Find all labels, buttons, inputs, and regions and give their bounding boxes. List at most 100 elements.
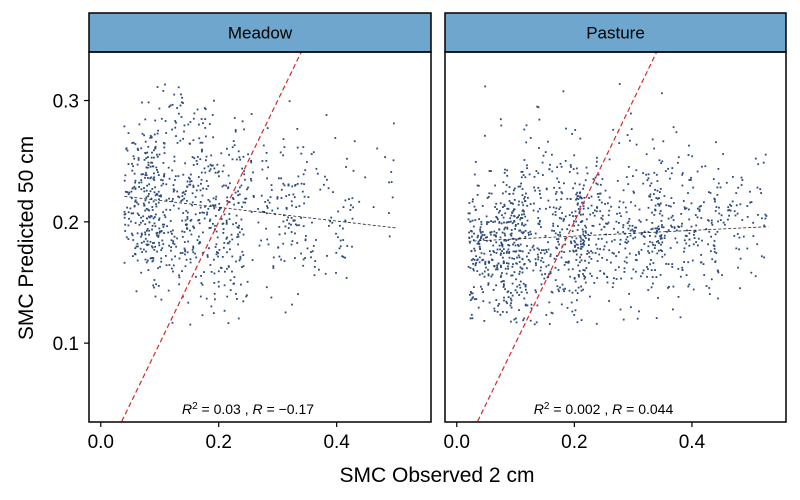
data-point [137,157,140,159]
data-point [484,263,487,266]
data-point [505,311,508,314]
data-point [599,248,601,250]
data-point [513,271,516,273]
data-point [148,215,150,218]
data-point [490,258,493,261]
data-point [305,235,307,237]
one-to-one-line [120,52,302,422]
data-point [294,223,297,226]
data-point [594,252,597,254]
data-point [672,126,675,129]
data-point [517,185,520,188]
data-point [500,124,503,127]
stats-label: R2 = 0.03 , R = −0.17 [182,401,314,418]
data-point [622,224,625,226]
data-point [147,269,150,271]
panel-strip [88,12,432,53]
data-point [144,152,147,155]
data-point [575,250,577,252]
data-point [764,217,767,220]
data-point [296,224,298,227]
data-point [661,160,664,163]
data-point [181,195,184,197]
data-point [579,236,582,238]
data-point [199,212,201,214]
data-point [168,197,170,200]
data-point [243,170,245,173]
data-point [502,216,505,219]
data-point [131,234,134,237]
data-point [606,259,608,261]
data-point [515,321,518,324]
data-point [558,290,560,293]
data-point [632,230,635,233]
data-point [167,289,170,292]
data-point [492,221,495,223]
data-point [738,236,741,239]
data-point [506,207,509,210]
data-point [490,275,493,278]
data-point [512,202,514,205]
data-point [506,250,508,253]
data-point [172,264,175,267]
data-point [556,285,559,288]
data-point [335,252,338,254]
data-point [498,228,501,231]
data-point [205,297,208,300]
data-point [227,174,230,177]
data-point [165,255,167,257]
data-point [635,254,637,256]
data-point [241,250,244,253]
data-point [555,238,558,241]
data-point [157,236,160,238]
data-point [566,261,569,264]
data-point [564,237,566,240]
data-point [474,209,477,211]
data-point [606,281,609,284]
panel-frame [444,51,787,423]
data-point [482,300,485,303]
data-point [517,245,520,247]
data-point [231,270,233,273]
data-point [524,196,526,198]
data-point [199,141,202,144]
data-point [524,303,527,306]
data-point [241,167,243,170]
data-point [661,241,664,244]
data-point [553,257,556,260]
data-point [557,225,559,227]
data-point [226,147,228,150]
data-point [549,270,552,273]
data-point [582,207,585,210]
data-point [226,200,229,202]
data-point [521,170,524,173]
data-point [688,232,691,235]
data-point [554,193,557,195]
data-point [688,144,690,147]
data-point [503,280,505,282]
data-point [185,209,188,212]
data-point [186,228,189,230]
data-point [470,292,473,295]
data-point [146,184,148,187]
data-point [296,183,299,185]
data-point [339,245,342,248]
data-point [246,280,249,283]
data-point [764,153,767,156]
data-point [149,240,152,243]
data-point [512,250,515,253]
data-point [596,277,599,279]
data-point [530,307,533,310]
data-point [151,161,154,164]
data-point [175,135,177,137]
data-point [513,220,516,223]
data-point [620,277,622,280]
data-point [537,186,540,189]
data-point [487,268,489,271]
data-point [518,270,521,273]
data-point [659,237,662,240]
data-point [150,215,152,217]
data-point [194,196,197,198]
data-point [733,235,736,237]
